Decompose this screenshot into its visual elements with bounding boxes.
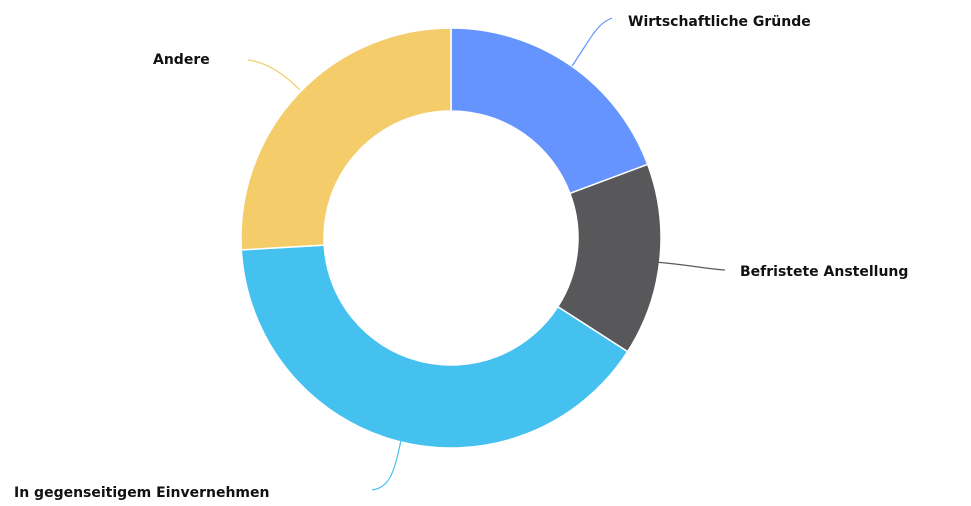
slice xyxy=(240,27,452,251)
slice-label: Andere xyxy=(153,52,210,68)
leader-line xyxy=(654,261,726,271)
leader-lines xyxy=(247,17,726,491)
slice-label: Wirtschaftliche Gründe xyxy=(628,14,811,30)
slice xyxy=(240,244,629,449)
leader-line xyxy=(571,17,613,67)
slice-label: In gegenseitigem Einvernehmen xyxy=(14,485,269,501)
leader-line xyxy=(247,59,301,91)
slice xyxy=(450,27,649,195)
leader-line xyxy=(371,439,402,491)
slice-label: Befristete Anstellung xyxy=(740,264,908,280)
